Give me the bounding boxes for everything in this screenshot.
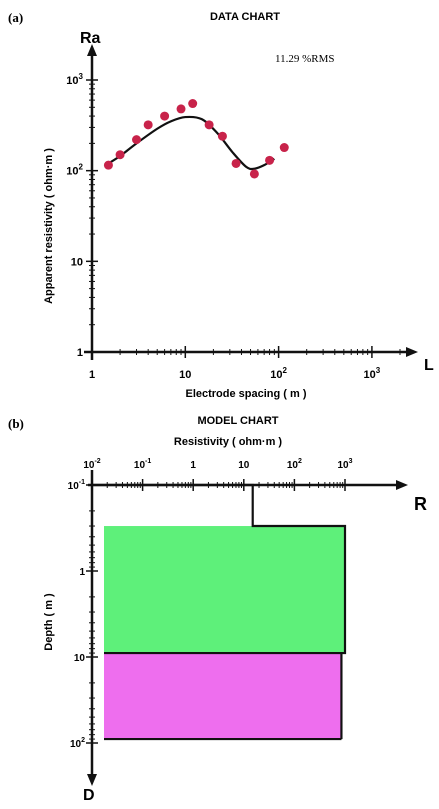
observed-point bbox=[132, 135, 142, 145]
observed-point bbox=[279, 143, 289, 153]
observed-points-group bbox=[103, 99, 289, 179]
model-curve-group bbox=[92, 483, 347, 741]
y-axis-label-b: Depth ( m ) bbox=[43, 593, 55, 651]
x-tick-label-a: 1 bbox=[89, 369, 95, 381]
layer-fill-magenta bbox=[104, 653, 342, 740]
panel-a-label: (a) bbox=[8, 10, 23, 25]
data-chart-title: DATA CHART bbox=[210, 11, 280, 23]
y-tick-label-b: 102 bbox=[70, 737, 85, 750]
y-axis-arrow-b bbox=[87, 774, 97, 786]
y-tick-label-a: 10 bbox=[71, 256, 83, 268]
model-chart-title: MODEL CHART bbox=[197, 415, 278, 427]
model-curve bbox=[92, 483, 347, 741]
observed-point bbox=[204, 120, 214, 130]
fitted-curve bbox=[107, 115, 275, 171]
y-axis-symbol-d: D bbox=[83, 787, 95, 804]
x-tick-label-b: 103 bbox=[337, 458, 352, 471]
y-tick-label-a: 103 bbox=[66, 72, 83, 87]
observed-point bbox=[217, 131, 227, 141]
panel-b-label: (b) bbox=[8, 416, 24, 431]
y-tick-label-b: 10 bbox=[74, 653, 86, 664]
x-tick-label-a: 103 bbox=[364, 366, 381, 381]
y-axis-symbol-ra: Ra bbox=[80, 30, 101, 47]
observed-point bbox=[265, 155, 275, 165]
x-axis-label-b: Resistivity ( ohm·m ) bbox=[174, 436, 283, 448]
x-tick-label-a: 102 bbox=[270, 366, 287, 381]
x-tick-label-b: 1 bbox=[190, 460, 196, 471]
x-axis-label-a: Electrode spacing ( m ) bbox=[185, 388, 306, 400]
observed-point bbox=[115, 150, 125, 160]
observed-point bbox=[249, 169, 259, 179]
observed-point bbox=[188, 99, 198, 109]
layer-fill-green bbox=[104, 526, 345, 654]
data-chart-axes: 1 10 102 103 1 10 102 103 bbox=[66, 44, 418, 381]
x-axis-arrow-b bbox=[396, 480, 408, 490]
y-tick-label-b: 1 bbox=[79, 567, 85, 578]
observed-point bbox=[143, 120, 153, 130]
x-tick-label-b: 102 bbox=[287, 458, 302, 471]
x-tick-label-b: 10-1 bbox=[134, 458, 151, 471]
observed-point bbox=[160, 111, 170, 121]
x-tick-label-b: 10 bbox=[238, 460, 250, 471]
x-tick-label-a: 10 bbox=[179, 369, 191, 381]
y-axis-label-a: Apparent resistivity ( ohm·m ) bbox=[43, 148, 55, 304]
y-tick-label-b: 10-1 bbox=[68, 479, 85, 492]
y-tick-label-a: 102 bbox=[66, 163, 83, 178]
fitted-curve-group bbox=[107, 115, 275, 171]
observed-point bbox=[231, 158, 241, 168]
x-axis-arrow-a bbox=[406, 347, 418, 357]
observed-point bbox=[103, 160, 113, 170]
x-tick-label-b: 10-2 bbox=[83, 458, 100, 471]
y-axis-arrow-a bbox=[87, 44, 97, 56]
rms-annotation: 11.29 %RMS bbox=[275, 53, 335, 65]
x-axis-symbol-r: R bbox=[414, 494, 427, 514]
y-tick-label-a: 1 bbox=[77, 347, 83, 359]
x-axis-symbol-l: L bbox=[424, 357, 434, 374]
model-layer-fills bbox=[104, 526, 345, 740]
observed-point bbox=[176, 104, 186, 114]
